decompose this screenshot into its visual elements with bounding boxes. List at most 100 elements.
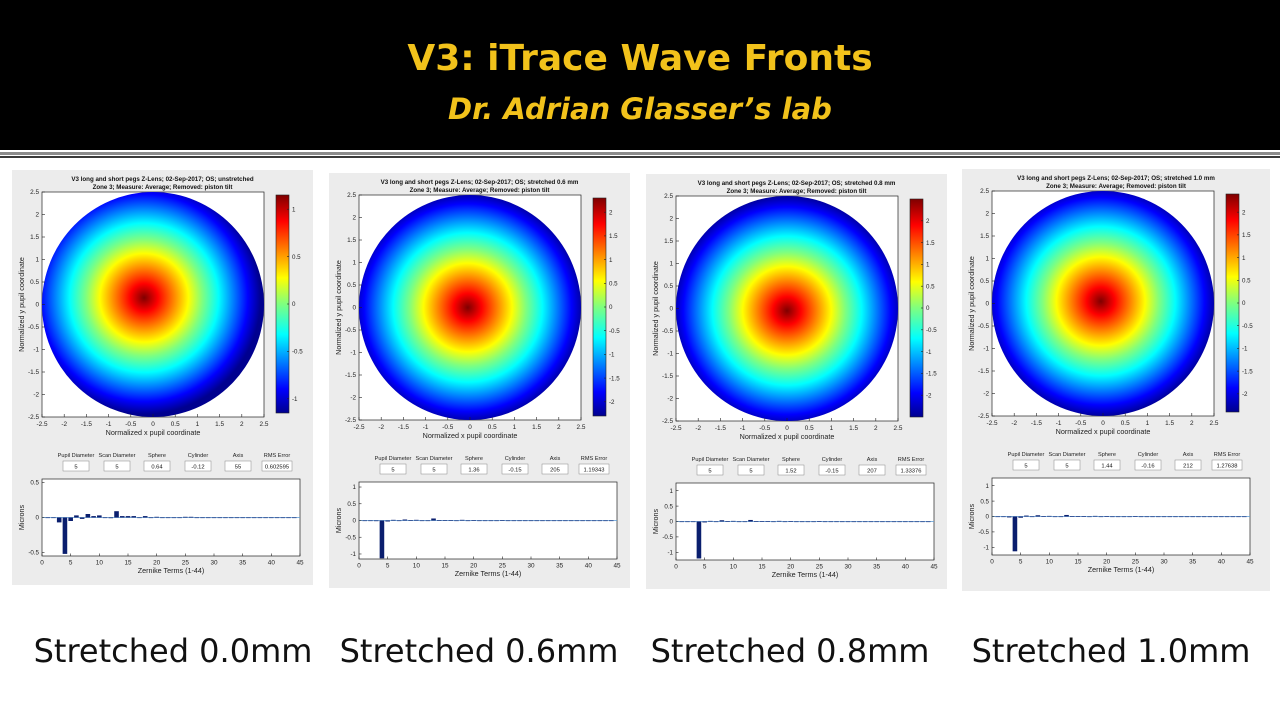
zernike-x-tick-label: 0	[990, 559, 994, 566]
zernike-y-tick-label: 0	[36, 515, 40, 522]
map-y-tick-label: 0.5	[664, 283, 673, 290]
zernike-bar	[269, 517, 274, 519]
param-value-box	[1211, 459, 1243, 471]
param-value-box	[858, 464, 886, 476]
colorbar-tick-label: -1	[1242, 346, 1248, 353]
map-y-tick-label: -0.5	[978, 323, 989, 330]
zernike-x-tick-label: 40	[902, 564, 910, 571]
zernike-x-tick-label: 20	[153, 560, 161, 567]
zernike-x-axis-label: Zernike Terms (1-44)	[1088, 565, 1155, 574]
zernike-bar	[1087, 516, 1092, 518]
zernike-bar	[1041, 516, 1046, 517]
param-value: 5	[432, 468, 435, 474]
zernike-bar	[834, 521, 839, 523]
zernike-x-tick-label: 10	[413, 563, 421, 570]
map-x-tick-label: 0.5	[1121, 420, 1130, 427]
param-label: Cylinder	[1138, 452, 1159, 458]
zernike-bar	[142, 516, 148, 518]
map-x-axis-label: Normalized x pupil coordinate	[740, 432, 835, 441]
zernike-bar	[286, 517, 291, 519]
map-x-tick-label: -1.5	[398, 424, 409, 431]
zernike-y-tick-label: -0.5	[28, 550, 39, 557]
zernike-y-tick-label: -0.5	[345, 534, 356, 541]
zernike-x-tick-label: 0	[357, 563, 361, 570]
map-title: V3 long and short pegs Z-Lens; 02-Sep-20…	[381, 179, 579, 186]
zernike-y-axis-label: Microns	[334, 508, 343, 534]
map-x-tick-label: -0.5	[442, 424, 453, 431]
param-value-box	[224, 460, 252, 472]
wavefront-panel-stretched-1-0: V3 long and short pegs Z-Lens; 02-Sep-20…	[962, 169, 1270, 591]
param-value-box	[737, 464, 765, 476]
map-y-tick-label: 1	[35, 257, 39, 264]
zernike-bar	[1098, 516, 1104, 518]
zernike-y-tick-label: 1	[670, 488, 674, 495]
colorbar-tick-label: -1.5	[926, 371, 937, 378]
map-x-tick-label: -1	[423, 424, 429, 431]
map-x-tick-label: 0	[468, 424, 472, 431]
zernike-bar	[1127, 516, 1132, 518]
zernike-bar	[263, 517, 268, 519]
param-value: 5	[708, 469, 711, 475]
zernike-bar	[839, 521, 845, 523]
zernike-bar	[1196, 516, 1201, 518]
zernike-bar	[511, 520, 517, 522]
map-x-axis-label: Normalized x pupil coordinate	[1056, 427, 1151, 436]
zernike-bar	[862, 521, 868, 523]
zernike-bar	[85, 514, 91, 518]
param-value: 207	[867, 469, 877, 475]
zernike-bar	[822, 521, 828, 523]
zernike-x-tick-label: 5	[386, 563, 390, 570]
zernike-bar	[708, 520, 713, 522]
zernike-bar	[540, 520, 545, 522]
zernike-bar	[788, 521, 793, 522]
zernike-x-tick-label: 0	[674, 564, 678, 571]
colorbar-tick-label: -1	[926, 349, 932, 356]
colorbar-tick-label: 0	[1242, 300, 1246, 307]
zernike-bar	[771, 521, 776, 523]
map-x-tick-label: -2.5	[670, 425, 681, 432]
map-x-tick-label: 2	[240, 421, 244, 428]
colorbar-tick-label: 0.5	[926, 283, 935, 290]
zernike-bar	[1230, 516, 1236, 518]
param-label: RMS Error	[264, 453, 291, 459]
zernike-bar	[1075, 516, 1081, 517]
zernike-bar	[1150, 516, 1155, 518]
zernike-bar	[391, 519, 396, 521]
zernike-bar	[1018, 516, 1023, 518]
zernike-bar	[246, 517, 251, 519]
param-value: 0.64	[151, 465, 163, 471]
zernike-bar	[517, 520, 522, 522]
zernike-bar	[685, 521, 690, 523]
map-x-tick-label: 1.5	[532, 424, 541, 431]
map-y-tick-label: -0.5	[28, 324, 39, 331]
colorbar-tick-label: 1	[926, 262, 930, 269]
map-y-tick-label: -1	[350, 350, 356, 357]
param-label: RMS Error	[1214, 452, 1241, 458]
param-value: 5	[1024, 464, 1027, 470]
zernike-y-tick-label: 0.5	[980, 498, 989, 505]
param-label: Sphere	[1098, 452, 1116, 458]
colorbar-tick-label: -0.5	[292, 349, 303, 356]
zernike-bar	[545, 520, 551, 522]
zernike-bar	[102, 517, 108, 519]
map-x-tick-label: -1	[1056, 420, 1062, 427]
map-y-tick-label: 2.5	[30, 189, 39, 196]
zernike-y-tick-label: 0.5	[664, 503, 673, 510]
map-y-tick-label: 1	[669, 261, 673, 268]
zernike-bar	[885, 521, 891, 523]
zernike-y-tick-label: 0	[986, 514, 990, 521]
param-label: Axis	[550, 456, 561, 462]
wavefront-disc	[992, 191, 1214, 416]
colorbar-tick-label: -1	[292, 396, 298, 403]
zernike-bar	[782, 521, 788, 523]
zernike-bar	[557, 520, 562, 522]
colorbar-tick-label: -1.5	[609, 375, 620, 382]
zernike-bar	[897, 521, 902, 523]
colorbar-tick-label: 1.5	[926, 240, 935, 247]
zernike-bar	[1133, 516, 1138, 517]
map-title: V3 long and short pegs Z-Lens; 02-Sep-20…	[71, 176, 253, 183]
map-subtitle: Zone 3; Measure: Average; Removed: pisto…	[93, 184, 233, 191]
param-value-box	[1012, 459, 1040, 471]
zernike-bar	[223, 517, 228, 519]
param-label: Scan Diameter	[1049, 452, 1086, 458]
